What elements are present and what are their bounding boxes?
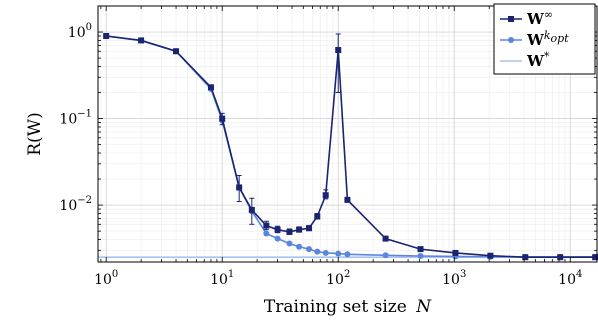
data-point [344,251,351,258]
data-point [322,192,329,199]
data-point [592,254,598,261]
x-tick-label: 101 [210,269,234,288]
x-axis-title-text: Training set size [264,297,407,317]
data-point [382,235,389,242]
data-point [487,252,494,259]
data-point [274,235,281,242]
x-tick-label-base: 10 [210,272,228,288]
data-point [236,184,243,191]
data-point [522,254,529,261]
x-tick-label-base: 10 [326,272,344,288]
data-point [335,250,342,257]
legend-swatch-marker [508,37,514,43]
data-point [314,248,321,255]
y-tick-label: 100 [68,22,92,41]
data-point [103,33,110,40]
data-point [248,206,255,213]
data-point [219,115,226,122]
y-tick-label: 10−1 [59,109,92,128]
legend-label-sup: ∞ [544,8,553,21]
y-tick-label-base: 10 [59,112,77,128]
legend-item: W* [500,50,550,70]
y-tick-label: 10−2 [59,195,92,214]
plot-frame [97,5,598,263]
data-point [557,254,564,261]
data-point [335,47,342,54]
series-0 [103,33,598,261]
legend-item: Wkopt [500,29,569,49]
legend-label-sub: opt [551,32,570,45]
y-tick-label-exp: −2 [77,195,92,206]
series-layer [98,33,598,261]
data-point [263,230,270,237]
x-tick-label-base: 10 [94,272,112,288]
x-tick-label: 102 [326,269,350,288]
data-point [263,222,270,229]
legend-label-base: W [526,31,545,49]
data-point [296,226,303,233]
data-point [173,48,180,55]
y-axis-title-text: R(W) [25,112,45,156]
legend-label-sup: * [544,50,550,63]
data-point [306,246,313,253]
y-axis-title: R(W) [25,112,45,156]
legend-label: Wkopt [526,29,569,49]
x-tick-label-base: 10 [558,272,576,288]
data-point [306,225,313,232]
x-axis-title: Training set size N [264,297,432,317]
legend-label: W∞ [526,8,553,28]
data-point [314,213,321,220]
y-tick-label-base: 10 [59,198,77,214]
data-point [417,246,424,253]
x-tick-label-exp: 4 [576,269,582,280]
legend-swatch-marker [508,16,514,22]
data-point [286,228,293,235]
data-point [207,84,214,91]
data-point [322,249,329,256]
legend-item: W∞ [500,8,553,28]
legend-label-sup: k [544,29,551,42]
legend-label-base: W [526,10,545,28]
x-tick-label-base: 10 [442,272,460,288]
minor-gridlines [98,5,597,262]
y-tick-label-base: 10 [68,25,86,41]
data-point [344,196,351,203]
x-tick-label-exp: 0 [112,269,118,280]
data-point [382,252,389,259]
data-point [296,243,303,250]
data-point [286,240,293,247]
data-point [452,249,459,256]
x-tick-label: 104 [558,269,582,288]
x-tick-label-exp: 1 [228,269,234,280]
x-tick-label: 100 [94,269,118,288]
data-point [138,37,145,44]
x-tick-label-exp: 2 [344,269,350,280]
y-tick-label-exp: 0 [86,22,92,33]
data-point [417,253,424,260]
data-point [274,226,281,233]
legend-label: W* [526,50,550,70]
y-tick-label-exp: −1 [77,109,92,120]
x-axis-title-var: N [415,297,432,317]
x-tick-label: 103 [442,269,466,288]
legend-label-base: W [526,52,545,70]
x-tick-label-exp: 3 [460,269,466,280]
